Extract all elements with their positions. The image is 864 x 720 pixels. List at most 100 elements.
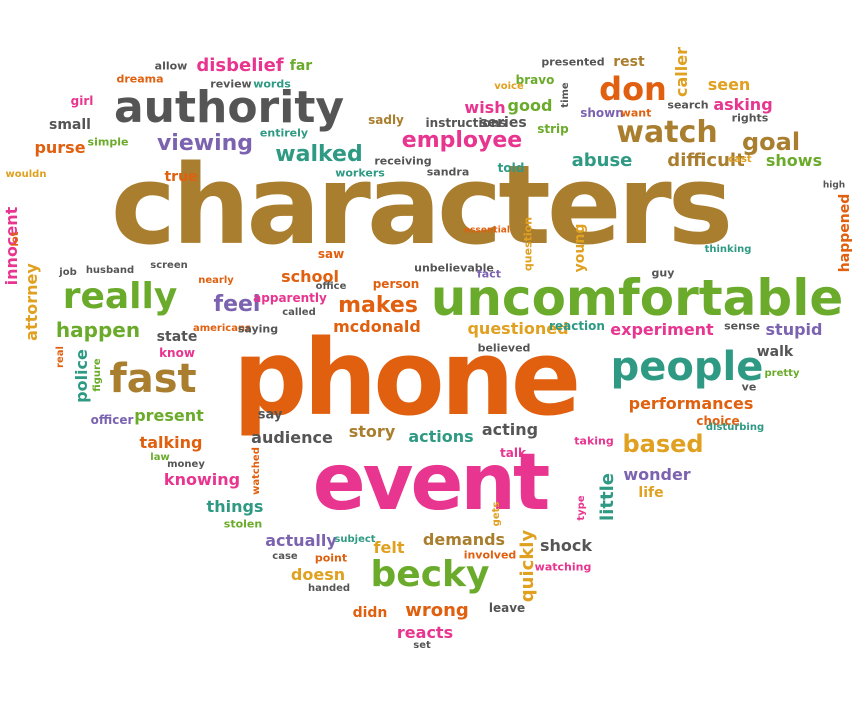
word-performances: performances bbox=[628, 394, 754, 413]
word-strip: strip bbox=[537, 122, 569, 136]
word-figure: figure bbox=[92, 358, 103, 392]
word-guy: guy bbox=[651, 266, 675, 280]
word-wish: wish bbox=[464, 98, 506, 117]
word-watch: watch bbox=[616, 115, 718, 150]
word-stupid: stupid bbox=[765, 320, 823, 339]
word-attorney: attorney bbox=[22, 263, 41, 341]
word-shown: shown bbox=[580, 106, 624, 120]
word-fast: fast bbox=[109, 356, 197, 402]
word-presented: presented bbox=[541, 55, 605, 69]
word-pretty: pretty bbox=[764, 368, 800, 379]
word-watching: watching bbox=[534, 560, 592, 574]
word-based: based bbox=[622, 430, 704, 458]
word-walked: walked bbox=[275, 142, 363, 167]
word-set: set bbox=[413, 640, 431, 651]
word-employee: employee bbox=[401, 128, 523, 153]
word-goal: goal bbox=[741, 128, 801, 156]
word-abuse: abuse bbox=[571, 150, 633, 171]
word-person: person bbox=[372, 277, 420, 291]
word-search: search bbox=[667, 98, 709, 112]
word-felt: felt bbox=[373, 538, 405, 557]
word-story: story bbox=[348, 422, 396, 441]
word-job: job bbox=[59, 267, 77, 278]
word-nearly: nearly bbox=[198, 275, 234, 286]
word-want: want bbox=[620, 106, 652, 120]
word-reacts: reacts bbox=[396, 623, 454, 642]
word-disturbing: disturbing bbox=[705, 422, 765, 433]
word-apparently: apparently bbox=[253, 291, 327, 305]
word-instructions: instructions bbox=[425, 116, 507, 130]
word-girl: girl bbox=[70, 94, 94, 108]
word-called: called bbox=[282, 307, 316, 318]
word-sense: sense bbox=[724, 319, 760, 333]
word-little: little bbox=[597, 473, 618, 521]
word-wrong: wrong bbox=[405, 600, 469, 621]
word-law: law bbox=[150, 452, 170, 463]
word-feel: feel bbox=[213, 292, 261, 317]
word-told: told bbox=[497, 161, 525, 175]
word-young: young bbox=[572, 223, 588, 273]
word-authority: authority bbox=[113, 82, 345, 133]
word-purse: purse bbox=[34, 138, 86, 157]
word-bravo: bravo bbox=[515, 73, 555, 87]
word-sandra: sandra bbox=[426, 165, 470, 179]
word-real: real bbox=[55, 346, 66, 368]
word-simple: simple bbox=[87, 135, 129, 149]
word-saw: saw bbox=[317, 247, 345, 261]
word-workers: workers bbox=[335, 166, 385, 180]
word-don: don bbox=[599, 70, 667, 108]
word-money: money bbox=[167, 459, 205, 470]
word-wonder: wonder bbox=[623, 465, 691, 484]
word-uncomfortable: uncomfortable bbox=[430, 269, 844, 327]
word-watched: watched bbox=[251, 447, 262, 495]
word-taking: taking bbox=[574, 434, 614, 448]
word-gets: gets bbox=[491, 501, 502, 527]
word-really: really bbox=[62, 276, 178, 317]
word-knowing: knowing bbox=[163, 470, 241, 489]
word-high: high bbox=[822, 180, 846, 191]
word-subject: subject bbox=[334, 534, 376, 545]
word-dreama: dreama bbox=[116, 72, 164, 86]
word-caller: caller bbox=[672, 47, 691, 97]
word-far: far bbox=[289, 58, 313, 74]
word-wouldn: wouldn bbox=[5, 169, 47, 180]
word-sadly: sadly bbox=[368, 113, 404, 127]
word-fact: fact bbox=[477, 267, 501, 281]
word-case: case bbox=[272, 551, 298, 562]
word-viewing: viewing bbox=[156, 131, 254, 156]
word-characters: characters bbox=[110, 141, 733, 269]
word-unbelievable: unbelievable bbox=[414, 261, 494, 275]
word-point: point bbox=[314, 551, 348, 565]
word-disbelief: disbelief bbox=[196, 55, 284, 76]
word-know: know bbox=[159, 346, 195, 360]
word-becky: becky bbox=[370, 554, 490, 595]
word-shock: shock bbox=[539, 536, 593, 555]
word-words: words bbox=[253, 77, 291, 91]
word-rights: rights bbox=[731, 111, 769, 125]
word-officer: officer bbox=[90, 413, 134, 427]
word-screen: screen bbox=[150, 260, 188, 271]
word-demands: demands bbox=[422, 530, 506, 549]
word-handed: handed bbox=[307, 583, 351, 594]
word-small: small bbox=[49, 117, 91, 133]
word-ve: ve bbox=[741, 380, 757, 394]
word-walk: walk bbox=[756, 344, 794, 360]
word-happened: happened bbox=[837, 193, 853, 273]
word-doesn: doesn bbox=[290, 565, 346, 584]
word-makes: makes bbox=[338, 293, 418, 318]
word-school: school bbox=[281, 267, 339, 286]
word-shows: shows bbox=[765, 151, 823, 170]
word-receiving: receiving bbox=[374, 154, 432, 168]
word-rest: rest bbox=[613, 54, 645, 70]
word-husband: husband bbox=[85, 265, 135, 276]
word-actions: actions bbox=[408, 427, 474, 446]
word-asking: asking bbox=[713, 95, 773, 114]
word-true: true bbox=[164, 169, 198, 185]
word-event: event bbox=[312, 438, 550, 528]
word-state: state bbox=[156, 329, 198, 345]
word-americans: americans bbox=[192, 323, 252, 334]
word-present: present bbox=[134, 406, 204, 425]
word-cast: cast bbox=[728, 154, 752, 165]
word-talking: talking bbox=[139, 433, 203, 452]
word-things: things bbox=[206, 497, 264, 516]
